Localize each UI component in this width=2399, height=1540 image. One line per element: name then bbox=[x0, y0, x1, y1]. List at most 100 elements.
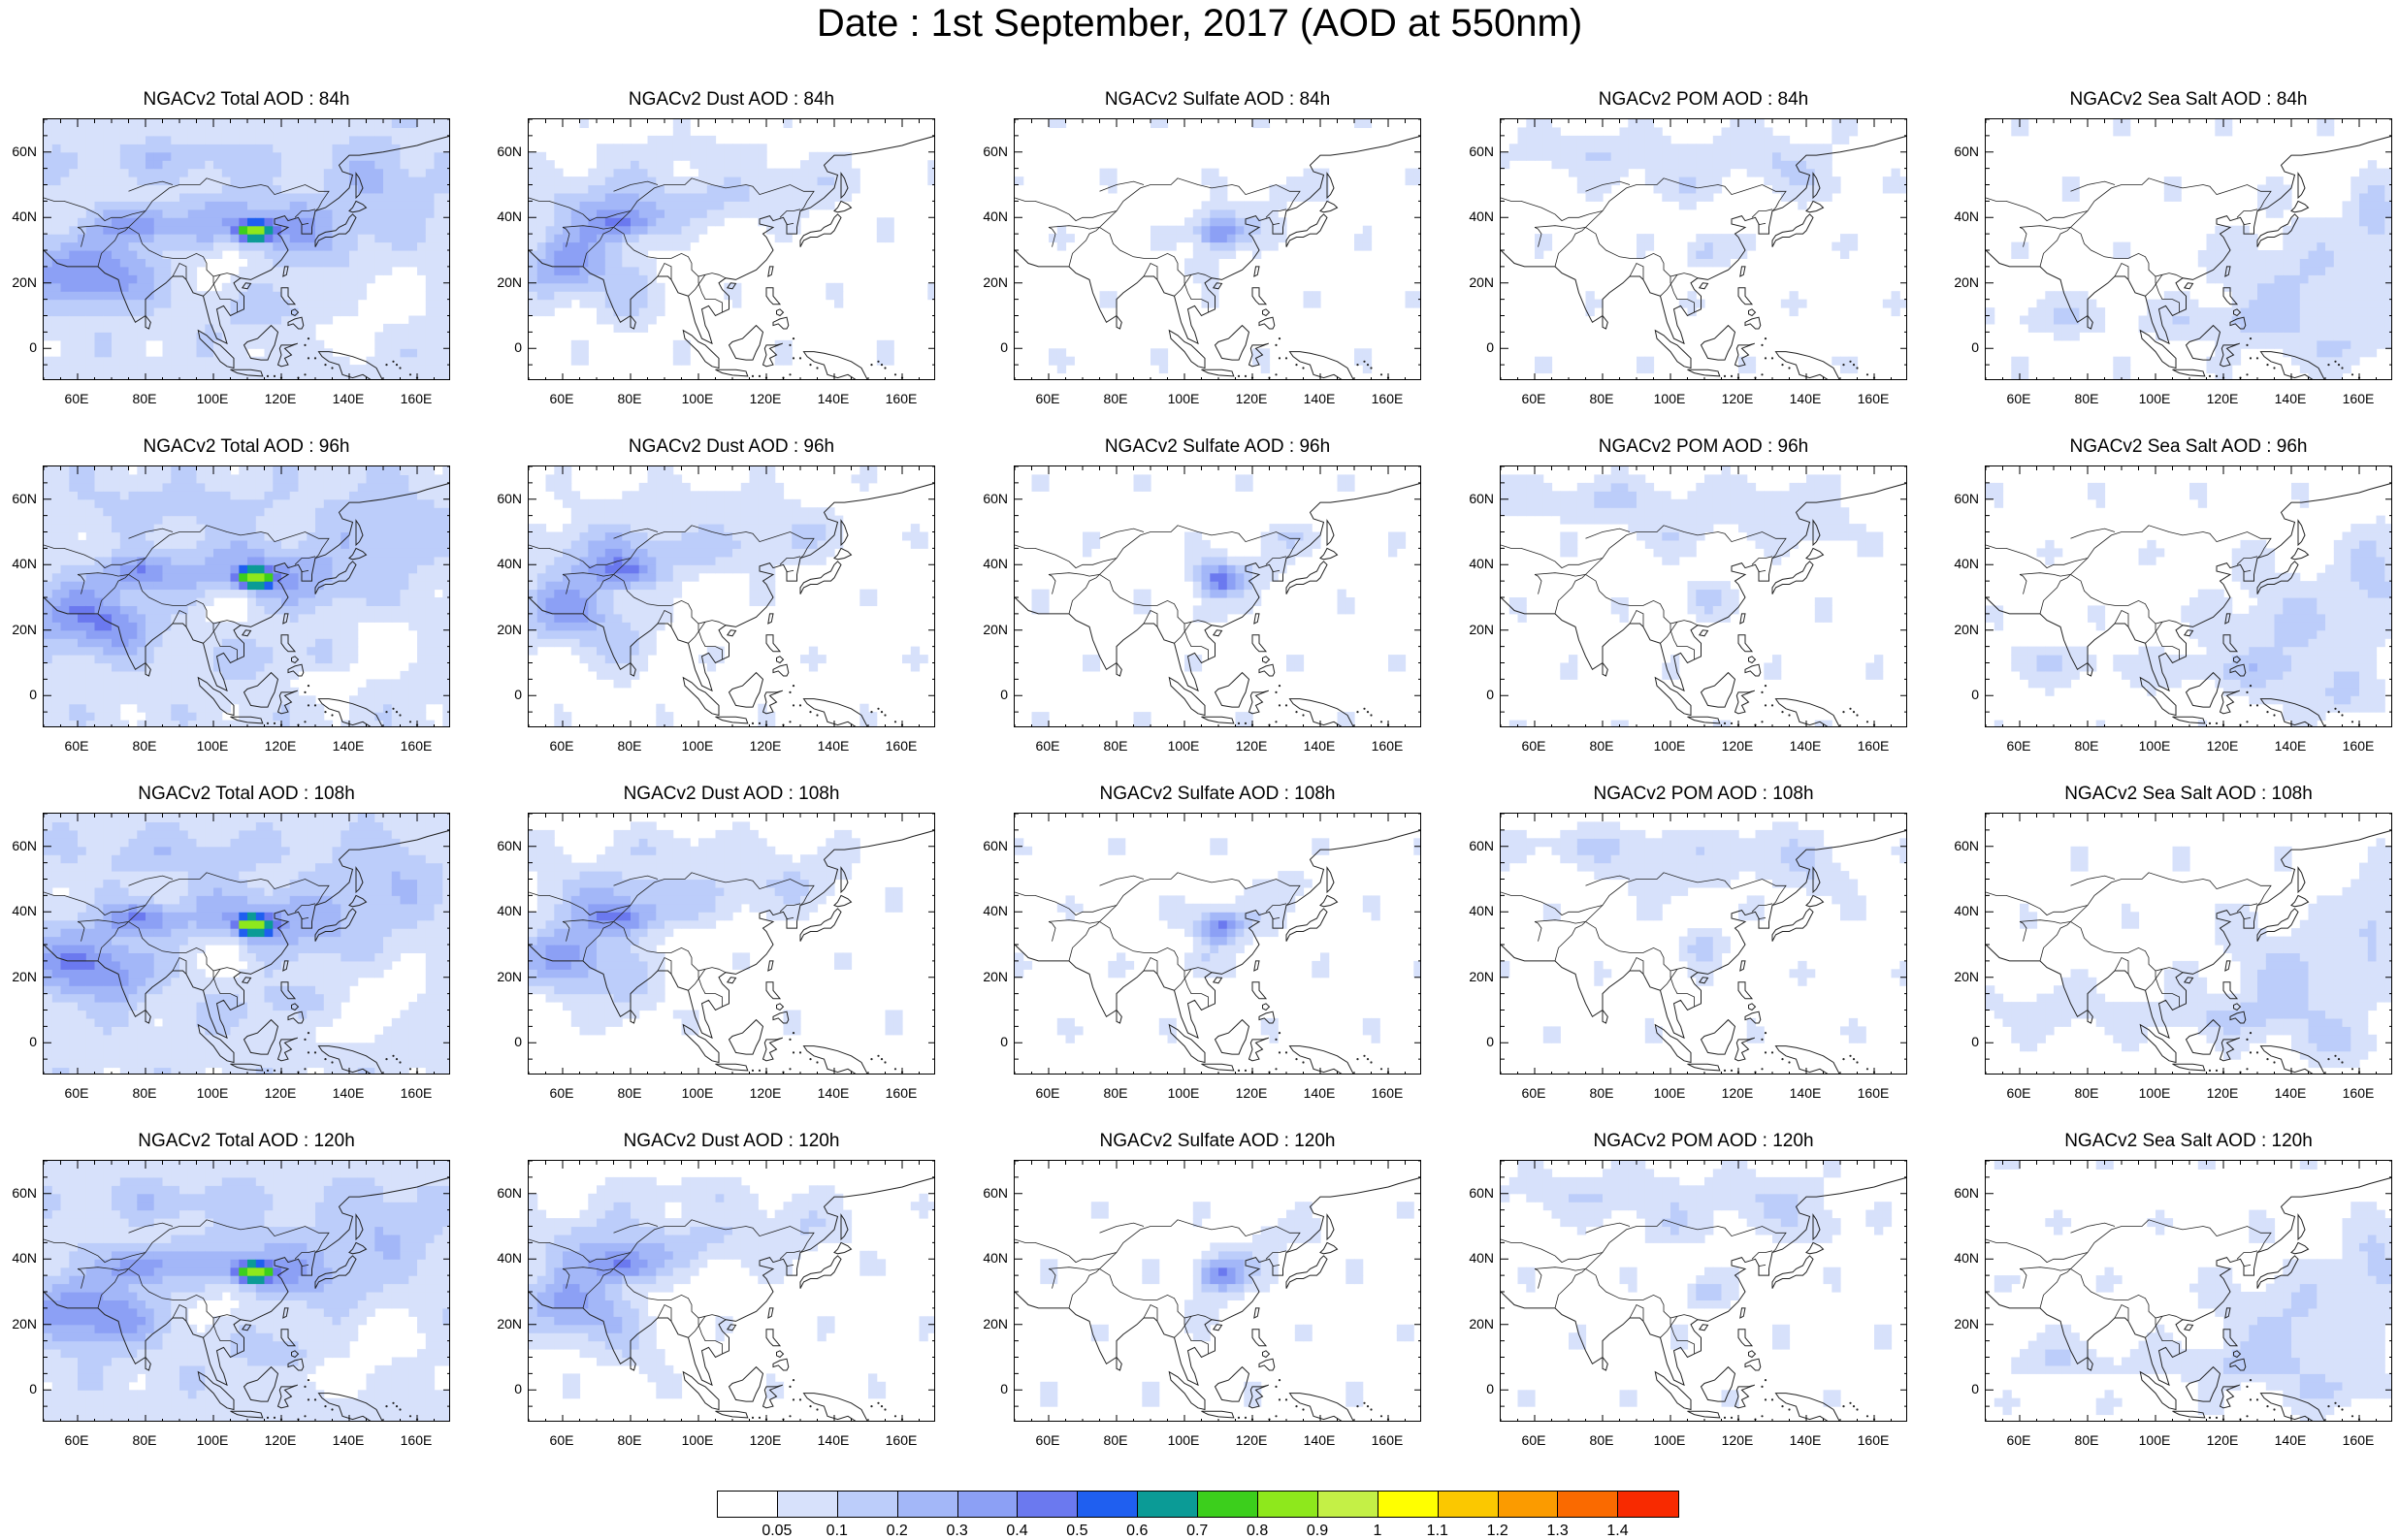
aod-cell bbox=[2325, 332, 2335, 341]
aod-cell bbox=[1218, 217, 1228, 227]
aod-cell bbox=[187, 168, 198, 177]
aod-cell bbox=[69, 556, 79, 565]
aod-cell bbox=[2163, 323, 2174, 333]
aod-cell bbox=[800, 192, 810, 202]
aod-cell bbox=[94, 572, 104, 582]
map-panel: NGACv2 Total AOD : 96h 60N 40N 20N 0 60E 80E 10… bbox=[0, 436, 456, 766]
aod-cell bbox=[171, 670, 180, 680]
aod-cell bbox=[1158, 225, 1169, 235]
aod-cell bbox=[808, 192, 819, 202]
aod-cell bbox=[213, 531, 223, 541]
aod-cell bbox=[112, 209, 121, 218]
aod-cell bbox=[1764, 160, 1773, 170]
aod-cell bbox=[289, 372, 300, 379]
aod-cell bbox=[434, 266, 443, 275]
aod-cell bbox=[137, 176, 146, 186]
aod-cell bbox=[2231, 282, 2242, 292]
aod-cell bbox=[281, 151, 291, 161]
map-plot-area bbox=[1014, 118, 1421, 380]
aod-cell bbox=[2308, 250, 2318, 259]
aod-cell bbox=[85, 482, 96, 492]
aod-cell bbox=[264, 151, 274, 161]
island-dot bbox=[1278, 357, 1281, 360]
aod-cell bbox=[1303, 176, 1313, 186]
aod-cell bbox=[2325, 365, 2335, 374]
panel-title: NGACv2 Sea Salt AOD : 84h bbox=[2069, 89, 2308, 110]
aod-cell bbox=[2317, 339, 2326, 349]
aod-cell bbox=[51, 662, 62, 672]
aod-cell bbox=[2308, 266, 2318, 275]
country-border bbox=[2145, 274, 2163, 297]
aod-cell bbox=[332, 365, 341, 374]
aod-cell bbox=[69, 581, 79, 591]
aod-cell bbox=[2206, 356, 2216, 366]
aod-cell bbox=[221, 531, 232, 541]
aod-cell bbox=[128, 168, 138, 177]
aod-cell bbox=[1201, 209, 1211, 218]
country-border bbox=[2236, 209, 2258, 218]
aod-cell bbox=[103, 613, 113, 623]
aod-cell bbox=[298, 151, 308, 161]
aod-cell bbox=[146, 491, 155, 500]
aod-cell bbox=[1535, 151, 1544, 161]
aod-cell bbox=[273, 548, 282, 558]
aod-cell bbox=[196, 365, 206, 374]
aod-cell bbox=[1687, 258, 1697, 268]
aod-cell bbox=[1619, 127, 1629, 137]
aod-cell bbox=[1235, 209, 1245, 218]
aod-cell bbox=[529, 209, 538, 218]
aod-cell bbox=[2350, 266, 2360, 275]
aod-cell bbox=[85, 572, 96, 582]
aod-cell bbox=[604, 201, 615, 210]
aod-cell bbox=[273, 176, 282, 186]
aod-cell bbox=[273, 712, 282, 722]
aod-cell bbox=[179, 482, 189, 492]
aod-cell bbox=[622, 291, 632, 301]
aod-cell bbox=[128, 151, 138, 161]
aod-cell bbox=[442, 184, 449, 194]
aod-cell bbox=[1637, 119, 1646, 128]
aod-cell bbox=[2308, 299, 2318, 308]
aod-cell bbox=[2376, 282, 2385, 292]
aod-cell bbox=[588, 209, 598, 218]
aod-cell bbox=[78, 703, 87, 713]
aod-cell bbox=[665, 217, 674, 227]
aod-cell bbox=[2367, 234, 2378, 243]
aod-cell bbox=[570, 339, 581, 349]
coastline bbox=[1805, 200, 1825, 213]
aod-cell bbox=[1542, 144, 1553, 153]
country-border bbox=[1099, 180, 1145, 192]
aod-cell bbox=[264, 176, 274, 186]
aod-cell bbox=[1294, 192, 1305, 202]
island-dot bbox=[2208, 374, 2212, 377]
aod-cell bbox=[179, 613, 189, 623]
aod-cell bbox=[383, 192, 393, 202]
aod-cell bbox=[153, 712, 164, 722]
aod-cell bbox=[366, 548, 375, 558]
aod-cell bbox=[2240, 282, 2250, 292]
aod-cell bbox=[69, 548, 79, 558]
aod-cell bbox=[340, 299, 350, 308]
aod-cell bbox=[529, 192, 538, 202]
aod-cell bbox=[2325, 274, 2335, 284]
aod-cell bbox=[307, 605, 316, 615]
aod-cell bbox=[2376, 332, 2385, 341]
aod-cell bbox=[171, 135, 180, 144]
aod-cell bbox=[239, 581, 248, 591]
aod-cell bbox=[78, 507, 87, 517]
aod-cell bbox=[1218, 250, 1228, 259]
aod-cell bbox=[536, 209, 547, 218]
aod-cell bbox=[332, 564, 341, 574]
aod-cell bbox=[119, 258, 130, 268]
aod-cell bbox=[1218, 209, 1228, 218]
coastline bbox=[145, 314, 151, 330]
aod-cell bbox=[2308, 241, 2318, 251]
aod-cell bbox=[1201, 291, 1211, 301]
aod-cell bbox=[315, 720, 325, 726]
aod-cell bbox=[1882, 176, 1893, 186]
aod-cell bbox=[366, 250, 375, 259]
aod-cell bbox=[119, 474, 130, 484]
aod-cell bbox=[162, 209, 172, 218]
aod-cell bbox=[391, 356, 402, 366]
aod-cell bbox=[137, 127, 146, 137]
